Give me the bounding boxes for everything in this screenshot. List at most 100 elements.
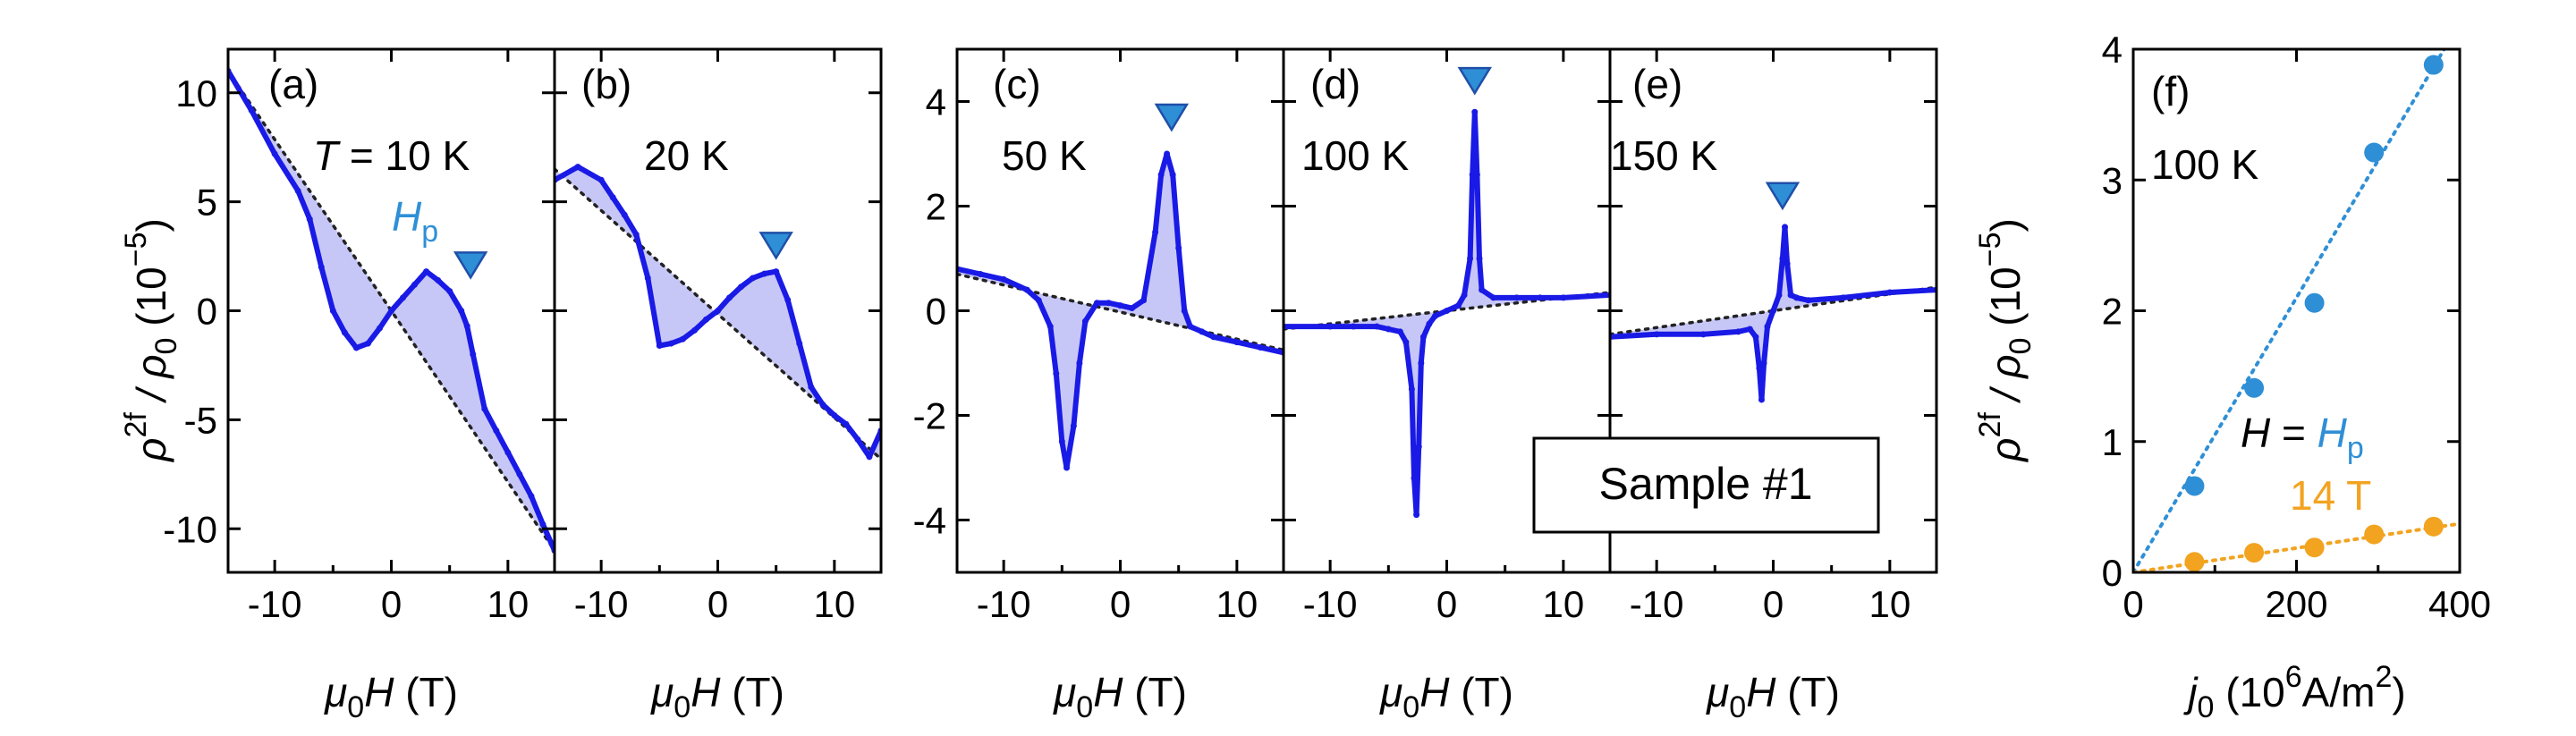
data-point [1469, 171, 1476, 178]
peak-marker-triangle-icon [758, 232, 793, 260]
data-point [1455, 302, 1462, 309]
plot-area [1284, 108, 1610, 519]
y-tick-label: 3 [2102, 159, 2123, 201]
data-point [2304, 292, 2325, 313]
y-tick-label: 2 [2102, 291, 2123, 333]
data-point [294, 187, 301, 194]
data-point [1210, 334, 1217, 341]
data-point [329, 308, 336, 314]
data-point [632, 231, 640, 238]
data-point [2304, 537, 2325, 558]
data-point [1157, 171, 1165, 178]
x-tick-label: -10 [1630, 583, 1684, 625]
data-point [400, 294, 407, 301]
data-point [1140, 297, 1148, 304]
x-tick-label: 0 [1763, 583, 1784, 625]
data-point [1175, 244, 1182, 251]
data-point [1063, 464, 1071, 471]
data-point [796, 340, 803, 347]
data-point [1426, 320, 1433, 327]
data-point [1770, 308, 1776, 314]
y-axis-label-f: ρ2f / ρ0 (10−5) [1973, 218, 2038, 463]
data-point [1415, 444, 1422, 451]
data-point [1461, 292, 1468, 299]
plot-area [957, 150, 1284, 471]
data-point [1479, 286, 1486, 293]
series-label-14t: 14 T [2290, 472, 2371, 519]
x-axis-label-mu0H: μ0H (T) [324, 669, 458, 724]
x-tick-label: 400 [2428, 583, 2491, 625]
x-tick-label: 10 [487, 583, 529, 625]
data-point [528, 493, 535, 500]
x-tick-label: 0 [1436, 583, 1457, 625]
data-point [702, 316, 709, 323]
data-point [1105, 300, 1112, 307]
data-point [1782, 224, 1789, 231]
data-point [318, 264, 325, 271]
data-point [1418, 360, 1425, 367]
data-point [1476, 255, 1483, 262]
data-point [1560, 294, 1567, 301]
data-point [738, 283, 745, 291]
x-tick-label: -10 [1303, 583, 1358, 625]
data-point [539, 520, 547, 528]
data-point [1076, 360, 1083, 367]
y-tick-label: 0 [197, 291, 217, 333]
sample-label: Sample #1 [1598, 459, 1812, 509]
series-hp [2133, 49, 2446, 572]
data-point [1513, 294, 1521, 301]
data-point [819, 401, 826, 408]
temperature-label: T = 10 K [313, 132, 470, 179]
data-point [1181, 308, 1188, 314]
data-point [1471, 108, 1479, 115]
data-point [458, 308, 465, 314]
data-point [761, 270, 768, 277]
x-tick-label: -10 [248, 583, 302, 625]
y-tick-label: 4 [2102, 29, 2123, 71]
data-point [1187, 323, 1194, 330]
x-tick-label: 0 [708, 583, 728, 625]
data-point [2364, 524, 2385, 545]
peak-marker-triangle-icon [453, 251, 488, 280]
data-point [1756, 365, 1763, 372]
x-axis-label-f: j0 (106A/m2) [2182, 660, 2405, 724]
data-point [364, 340, 371, 347]
data-point [784, 296, 792, 303]
data-point [609, 194, 616, 201]
panel-label: (b) [581, 61, 631, 107]
data-point [621, 211, 628, 218]
data-point [352, 344, 360, 351]
data-point [1784, 260, 1791, 267]
data-point [1233, 339, 1241, 346]
data-point [667, 340, 674, 347]
plot-area [555, 164, 881, 461]
data-point [1752, 334, 1759, 341]
data-point [597, 176, 605, 183]
data-point [1444, 308, 1450, 314]
data-point [1699, 331, 1707, 338]
data-point [1257, 343, 1264, 351]
x-tick-label: 10 [1216, 583, 1258, 625]
data-point [1053, 370, 1060, 377]
data-point [574, 164, 581, 171]
data-point [2184, 552, 2205, 572]
data-point [2423, 516, 2444, 537]
peak-marker-triangle-icon [1765, 182, 1801, 211]
data-point [2423, 55, 2444, 75]
data-point [1419, 334, 1427, 341]
x-tick-label: 0 [1110, 583, 1131, 625]
data-point [435, 276, 442, 283]
y-tick-label: 10 [175, 72, 217, 114]
data-point [376, 325, 383, 332]
x-tick-label: -10 [574, 583, 629, 625]
x-tick-label: 10 [813, 583, 855, 625]
data-point [446, 288, 453, 295]
panel-label: (d) [1310, 61, 1360, 107]
data-point [1653, 331, 1660, 338]
panel-b: -10 0 10 μ0H (T) (b) 20 K [553, 47, 883, 724]
x-tick-label: 200 [2265, 583, 2327, 625]
data-point [423, 268, 430, 275]
data-point [1431, 312, 1438, 319]
